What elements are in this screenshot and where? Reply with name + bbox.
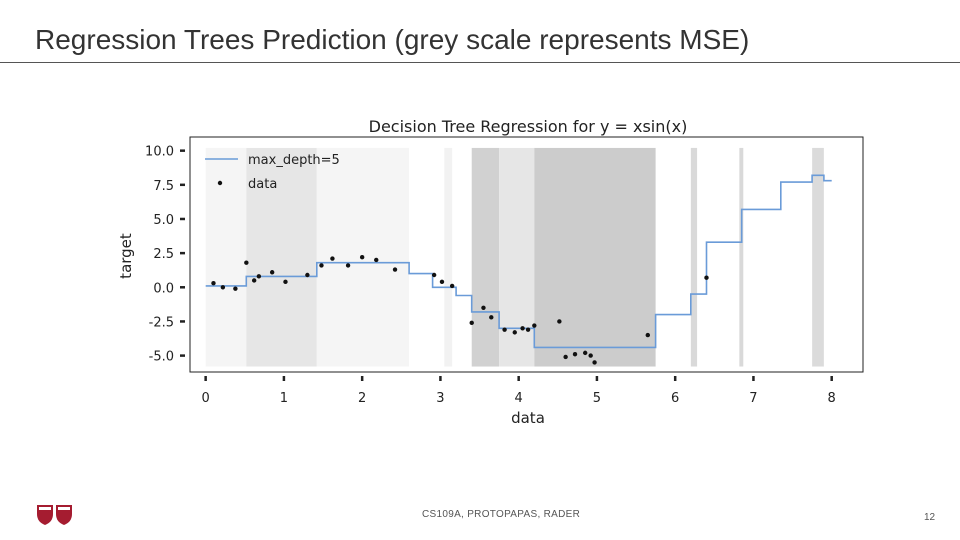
- slide-title: Regression Trees Prediction (grey scale …: [35, 24, 750, 55]
- mse-region-9: [739, 147, 744, 367]
- data-series: [211, 255, 709, 365]
- mse-region-7: [534, 147, 656, 367]
- mse-region-1: [246, 147, 317, 367]
- y-tick-label: -2.5: [149, 315, 174, 330]
- x-tick-label: 1: [280, 391, 288, 406]
- mse-region-3: [409, 147, 445, 367]
- data-point: [256, 274, 262, 279]
- data-point: [233, 286, 238, 291]
- data-point: [645, 332, 650, 338]
- y-tick-label: 2.5: [153, 247, 174, 262]
- x-tick-label: 8: [828, 391, 836, 406]
- data-point: [251, 278, 257, 283]
- data-point: [392, 267, 398, 272]
- data-point: [520, 326, 525, 331]
- data-point: [592, 360, 597, 365]
- data-point: [374, 257, 379, 263]
- data-point: [502, 327, 507, 332]
- x-tick-label: 4: [515, 391, 523, 406]
- mse-region-10: [812, 147, 824, 367]
- data-point: [704, 275, 709, 280]
- data-point: [211, 280, 216, 286]
- page-number: 12: [924, 512, 936, 523]
- x-tick-label: 7: [749, 391, 757, 406]
- footer-credit: CS109A, PROTOPAPAS, RADER: [422, 509, 581, 520]
- y-axis: 10.0 7.5 5.0 2.5 0.0 -2.5 -5.0: [145, 145, 185, 365]
- data-point: [319, 263, 324, 268]
- data-point: [525, 327, 531, 332]
- mse-region-0: [205, 147, 247, 367]
- harvard-shield-logo: [37, 505, 72, 525]
- data-point: [305, 272, 310, 278]
- legend-label-data: data: [248, 177, 277, 192]
- data-point: [563, 354, 568, 360]
- data-point: [345, 263, 351, 268]
- x-tick-label: 5: [593, 391, 601, 406]
- y-tick-label: -5.0: [149, 350, 174, 365]
- data-point: [469, 320, 474, 326]
- data-point: [582, 350, 588, 356]
- title-divider: [0, 62, 960, 63]
- data-point: [572, 352, 578, 357]
- legend-label-prediction: max_depth=5: [248, 153, 340, 168]
- data-point: [283, 279, 288, 285]
- prediction-line: [205, 174, 832, 349]
- plot-frame: [189, 136, 864, 373]
- y-axis-label: target: [117, 233, 135, 279]
- y-tick-label: 0.0: [153, 281, 174, 296]
- data-point: [244, 260, 249, 265]
- chart-title: Decision Tree Regression for y = xsin(x): [369, 117, 688, 136]
- data-point: [557, 319, 562, 324]
- y-tick-label: 5.0: [153, 213, 174, 228]
- data-point: [220, 285, 226, 290]
- x-tick-label: 2: [358, 391, 366, 406]
- prediction-series: [205, 174, 832, 349]
- data-point: [330, 256, 335, 261]
- legend-dot-swatch: [217, 180, 223, 186]
- data-point: [431, 272, 437, 278]
- mse-region-5: [471, 147, 500, 367]
- mse-region-8: [690, 147, 698, 367]
- mse-region-6: [499, 147, 535, 367]
- y-tick-label: 10.0: [145, 145, 174, 160]
- x-tick-label: 6: [671, 391, 679, 406]
- data-point: [489, 315, 494, 320]
- mse-region-4: [444, 147, 453, 367]
- chart-svg: 10.0 7.5 5.0 2.5 0.0 -2.5 -5.0 0 1 2 3 4 5 6 7 8 Decis…: [117, 117, 864, 427]
- x-axis-label: data: [511, 409, 545, 427]
- data-point: [481, 305, 486, 310]
- data-point: [532, 323, 537, 328]
- data-point: [512, 330, 517, 335]
- data-point: [588, 353, 593, 358]
- data-point: [449, 283, 455, 289]
- chart: 10.0 7.5 5.0 2.5 0.0 -2.5 -5.0 0 1 2 3 4 5 6 7 8 Decis…: [100, 110, 880, 440]
- data-point: [439, 279, 445, 285]
- data-point: [359, 255, 365, 260]
- x-tick-label: 0: [202, 391, 210, 406]
- x-axis: 0 1 2 3 4 5 6 7 8: [202, 376, 836, 406]
- mse-regions: [205, 147, 824, 367]
- y-tick-label: 7.5: [153, 179, 174, 194]
- legend: max_depth=5 data: [205, 153, 340, 192]
- x-tick-label: 3: [436, 391, 444, 406]
- data-point: [269, 270, 275, 275]
